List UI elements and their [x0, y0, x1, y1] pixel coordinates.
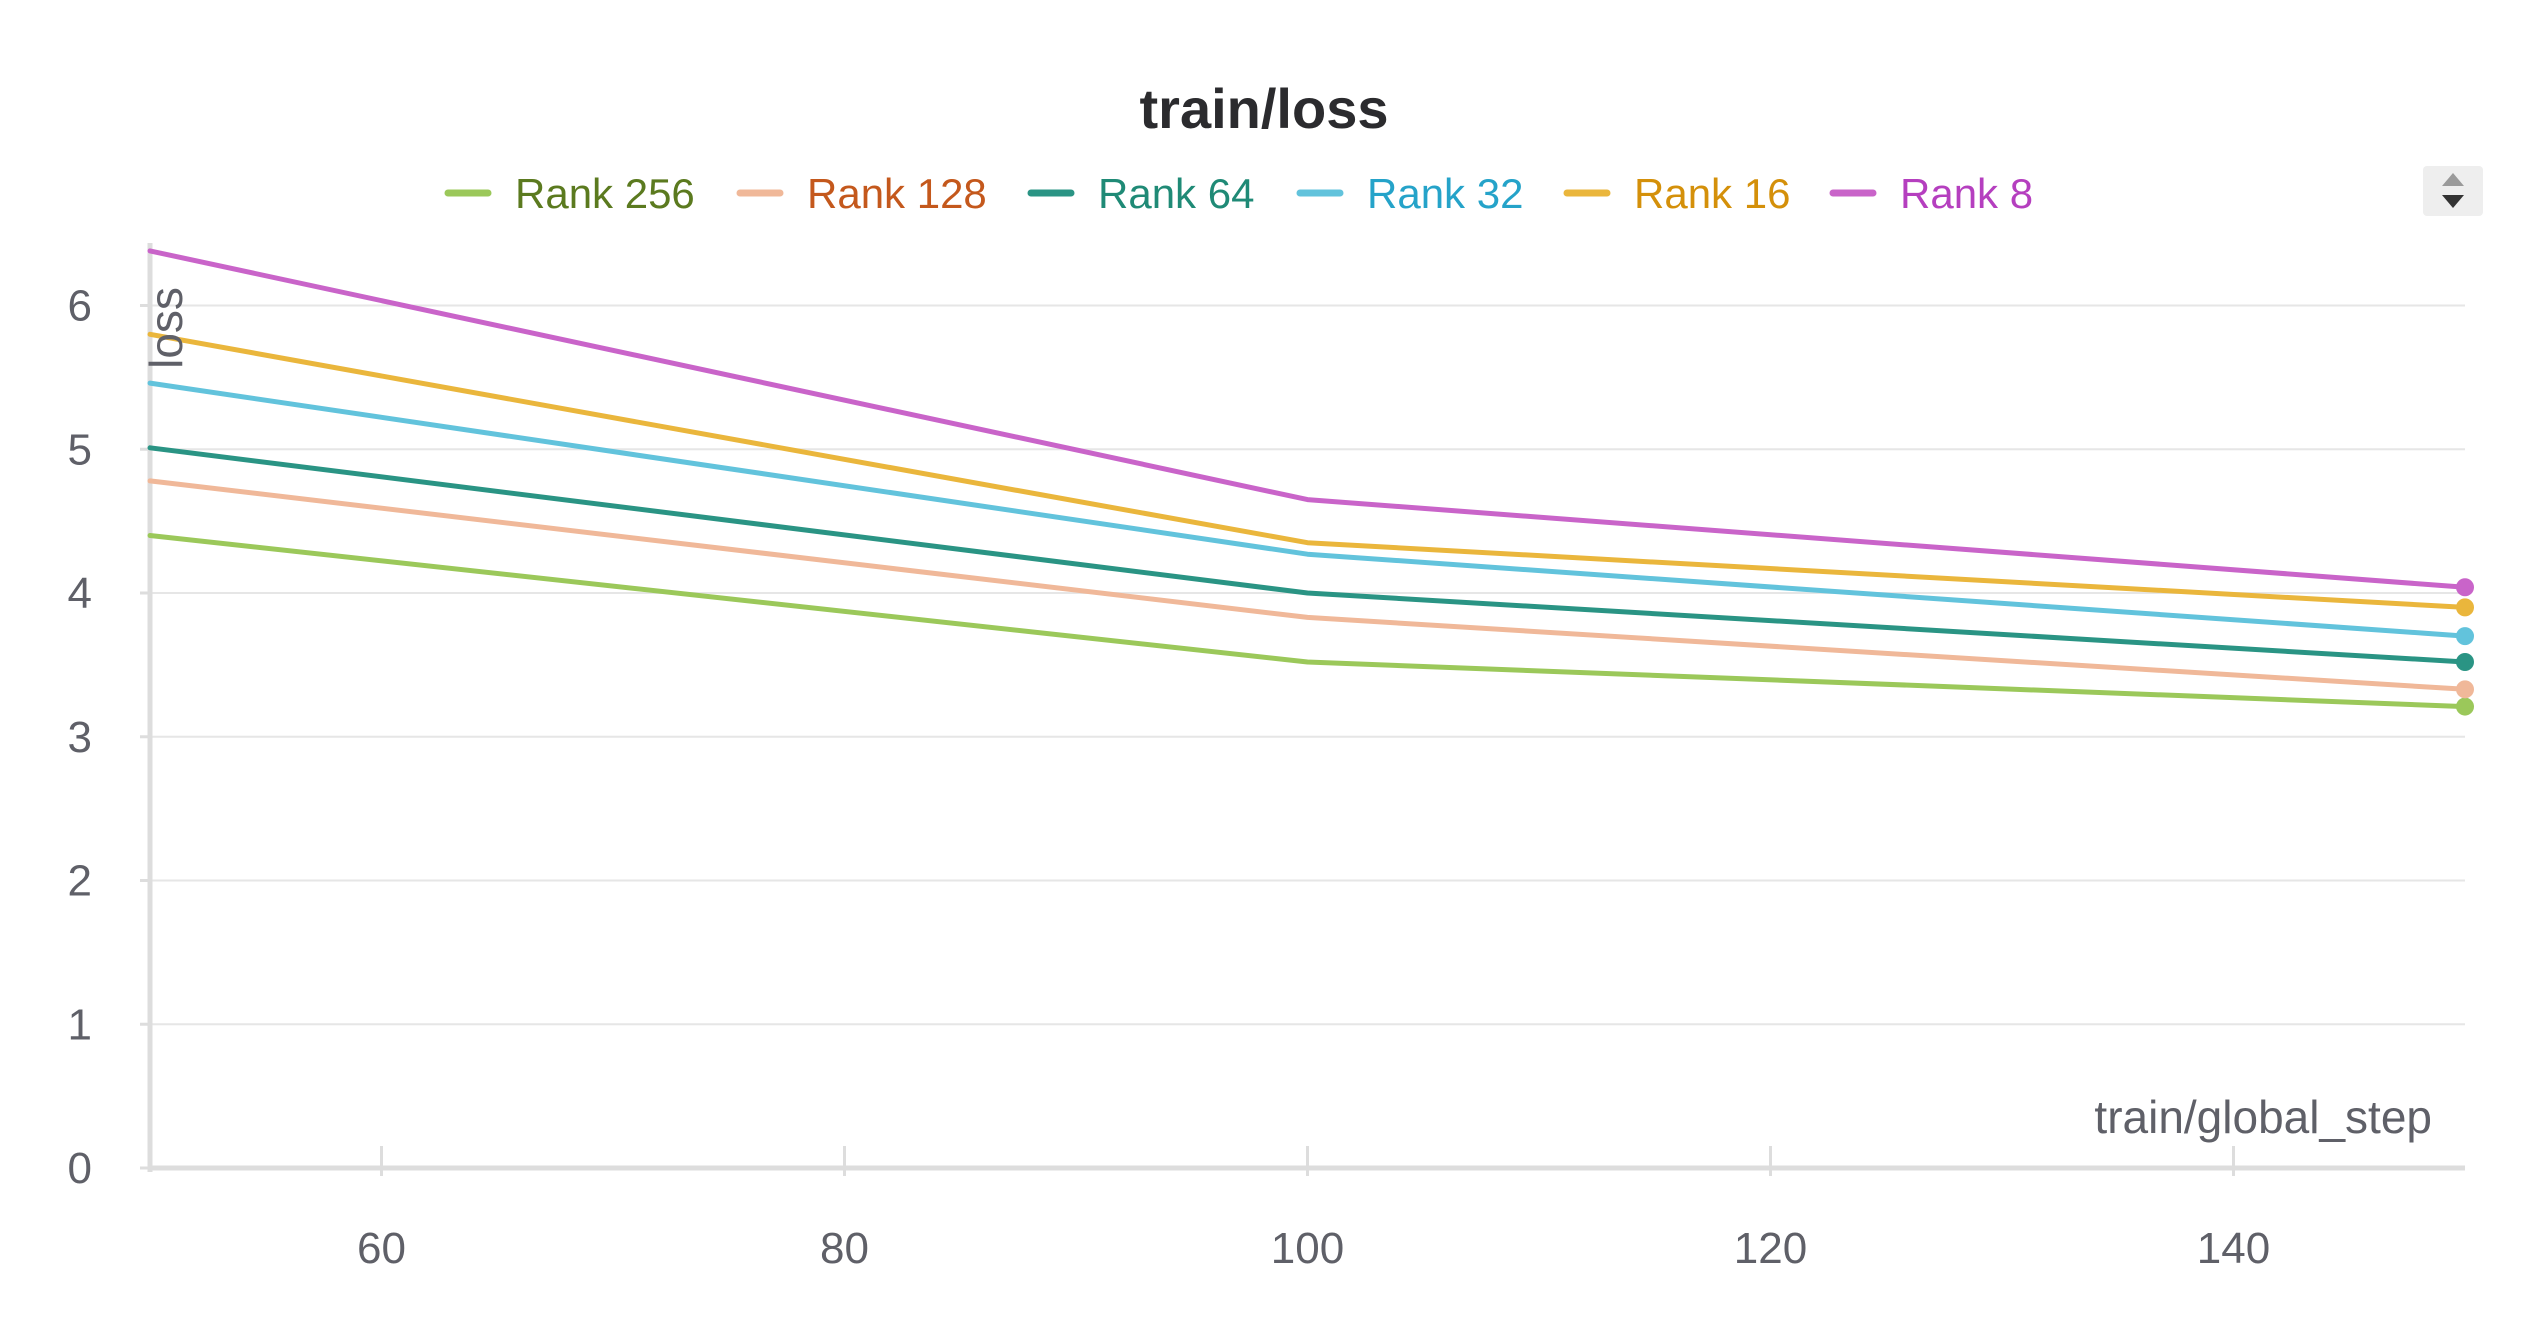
y-tick-label: 5 [68, 425, 92, 474]
series-line-rank-256[interactable] [147, 533, 2468, 710]
y-tick-label: 3 [68, 713, 92, 762]
chevron-up-icon [2442, 173, 2464, 186]
y-tick-label: 2 [68, 857, 92, 906]
series-line-rank-32[interactable] [147, 380, 2468, 639]
x-tick-label: 120 [1734, 1224, 1807, 1273]
series-line-rank-128[interactable] [147, 478, 2468, 692]
series-line-rank-64[interactable] [147, 445, 2468, 665]
grid-lines [150, 304, 2465, 1026]
legend-item-rank-64[interactable]: Rank 64 [1027, 170, 1254, 217]
series-end-points [2456, 578, 2474, 716]
legend-label: Rank 64 [1098, 170, 1254, 217]
legend-item-rank-16[interactable]: Rank 16 [1563, 170, 1790, 217]
x-tick-label: 140 [2197, 1224, 2270, 1273]
series-line-rank-16[interactable] [147, 331, 2468, 610]
series-end-point-rank-128[interactable] [2456, 680, 2474, 699]
y-tick-label: 4 [68, 569, 92, 618]
y-axis-label: loss [140, 287, 192, 369]
x-tick-label: 60 [357, 1224, 406, 1273]
x-tick-label: 80 [820, 1224, 869, 1273]
chevron-down-icon [2442, 195, 2464, 208]
legend-label: Rank 32 [1367, 170, 1523, 217]
y-tick-label: 1 [68, 1000, 92, 1049]
legend-label: Rank 8 [1900, 170, 2033, 217]
legend-item-rank-32[interactable]: Rank 32 [1296, 170, 1523, 217]
y-tick-label: 0 [68, 1144, 92, 1193]
series-end-point-rank-256[interactable] [2456, 697, 2474, 716]
y-tick-label: 6 [68, 282, 92, 331]
series-end-point-rank-8[interactable] [2456, 578, 2474, 597]
legend-item-rank-256[interactable]: Rank 256 [444, 170, 695, 217]
series-end-point-rank-64[interactable] [2456, 653, 2474, 671]
legend-label: Rank 256 [515, 170, 695, 217]
series-end-point-rank-16[interactable] [2456, 598, 2474, 617]
chart-title: train/loss [1140, 77, 1389, 140]
legend-label: Rank 128 [807, 170, 987, 217]
x-axis-label: train/global_step [2094, 1091, 2432, 1143]
axes: 0 1 2 3 4 5 6 60 80 100 120 140 [68, 243, 2465, 1273]
legend-item-rank-8[interactable]: Rank 8 [1829, 170, 2033, 217]
legend: Rank 256 Rank 128 Rank 64 Rank 32 Rank 16 Ran… [444, 170, 2033, 217]
series-lines [147, 248, 2468, 710]
legend-label: Rank 16 [1634, 170, 1790, 217]
x-tick-label: 100 [1271, 1224, 1344, 1273]
legend-item-rank-128[interactable]: Rank 128 [736, 170, 987, 217]
legend-scroll-button[interactable] [2423, 166, 2483, 216]
series-end-point-rank-32[interactable] [2456, 627, 2474, 646]
series-line-rank-8[interactable] [147, 248, 2468, 590]
